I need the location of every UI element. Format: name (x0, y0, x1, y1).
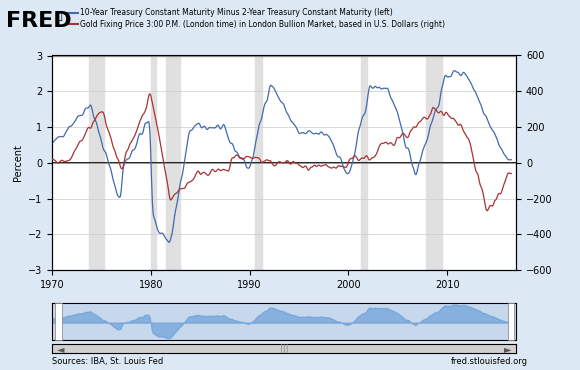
Bar (166, 56, 180, 270)
Bar (426, 56, 442, 270)
Bar (361, 56, 367, 270)
Text: Sources: IBA, St. Louis Fed: Sources: IBA, St. Louis Fed (52, 357, 164, 366)
Text: |||: ||| (280, 344, 288, 353)
Y-axis label: Percent: Percent (13, 144, 23, 181)
Text: ►: ► (504, 344, 512, 354)
Text: Gold Fixing Price 3:00 P.M. (London time) in London Bullion Market, based in U.S: Gold Fixing Price 3:00 P.M. (London time… (80, 20, 445, 28)
Text: fred.stlouisfed.org: fred.stlouisfed.org (451, 357, 528, 366)
Text: FRED: FRED (6, 11, 71, 31)
Bar (89, 56, 104, 270)
Text: 10-Year Treasury Constant Maturity Minus 2-Year Treasury Constant Maturity (left: 10-Year Treasury Constant Maturity Minus… (80, 9, 393, 17)
Bar (151, 56, 156, 270)
Text: 📈: 📈 (55, 11, 61, 21)
Bar (255, 56, 262, 270)
Text: ◄: ◄ (57, 344, 64, 354)
